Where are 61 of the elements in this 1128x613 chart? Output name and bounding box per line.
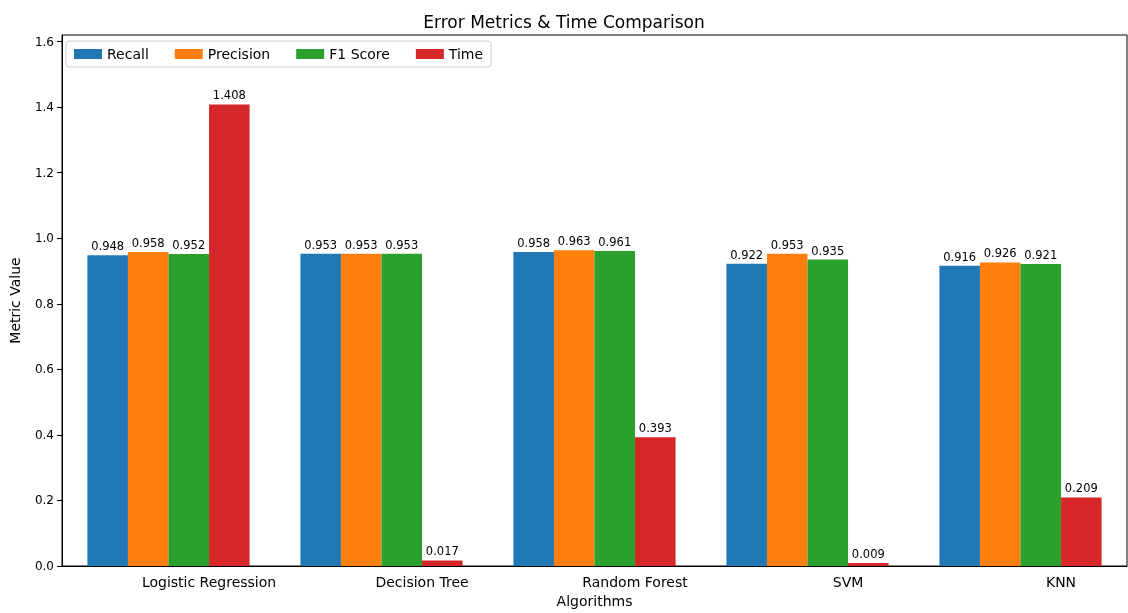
bar — [635, 437, 676, 566]
legend-label: Precision — [207, 46, 271, 62]
x-tick-label: KNN — [1045, 574, 1077, 590]
data-label: 0.926 — [983, 246, 1017, 261]
data-label: 0.952 — [172, 237, 206, 252]
bar — [513, 251, 554, 566]
bar — [300, 253, 341, 566]
y-tick-label: 1.2 — [34, 165, 54, 180]
data-label: 0.209 — [1064, 481, 1098, 496]
bar — [381, 253, 423, 566]
bar — [766, 253, 808, 566]
data-label: 0.935 — [811, 243, 845, 258]
data-label: 0.953 — [770, 237, 804, 252]
bar — [807, 259, 849, 566]
legend-label: Recall — [107, 46, 149, 62]
data-label: 0.958 — [131, 235, 165, 250]
bar — [168, 253, 210, 566]
bar — [594, 251, 636, 566]
legend-label: F1 Score — [329, 46, 390, 62]
data-label: 0.009 — [851, 547, 885, 562]
bar — [979, 262, 1021, 566]
legend-label: Time — [447, 46, 484, 62]
data-label: 0.921 — [1024, 248, 1058, 263]
data-label: 0.958 — [517, 235, 551, 250]
y-tick-label: 0.8 — [34, 296, 54, 311]
bar — [939, 265, 980, 566]
data-label: 0.916 — [943, 249, 977, 264]
bar — [340, 253, 382, 566]
y-tick-label: 0.2 — [34, 493, 54, 508]
data-label: 0.922 — [730, 247, 764, 262]
bar — [1020, 264, 1062, 566]
data-label: 0.953 — [304, 237, 338, 252]
bar — [553, 250, 595, 566]
chart-title: Error Metrics & Time Comparison — [423, 11, 705, 32]
x-tick-label: SVM — [832, 574, 864, 590]
y-tick-label: 0.6 — [34, 362, 54, 377]
data-label: 0.393 — [638, 421, 672, 436]
x-tick-label: Logistic Regression — [141, 574, 277, 590]
bar — [209, 104, 250, 566]
data-label: 0.953 — [385, 237, 419, 252]
y-tick-label: 1.4 — [34, 100, 54, 115]
bar — [848, 563, 889, 566]
x-tick-label: Decision Tree — [375, 574, 469, 590]
y-tick-label: 0.4 — [34, 427, 54, 442]
y-axis-title: Metric Value — [7, 257, 23, 344]
bar — [726, 263, 767, 566]
bar — [422, 560, 463, 566]
data-label: 1.408 — [212, 88, 246, 103]
data-label: 0.953 — [344, 237, 378, 252]
bar — [1061, 497, 1102, 566]
y-tick-label: 0.0 — [34, 559, 54, 573]
y-tick-label: 1.6 — [34, 34, 54, 49]
data-label: 0.963 — [557, 234, 591, 249]
x-axis-title: Algorithms — [556, 593, 633, 609]
data-label: 0.017 — [425, 544, 459, 559]
y-tick-label: 1.0 — [34, 231, 54, 246]
data-label: 0.948 — [91, 239, 125, 254]
bar — [87, 255, 128, 566]
data-label: 0.961 — [598, 235, 632, 250]
x-tick-label: Random Forest — [582, 574, 689, 590]
bar — [127, 251, 169, 566]
